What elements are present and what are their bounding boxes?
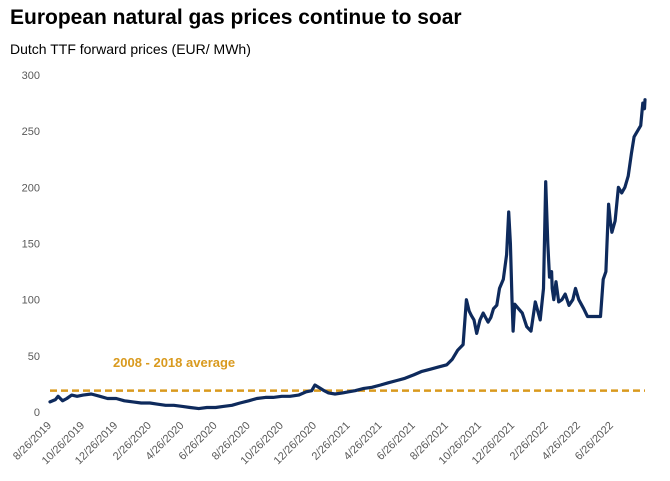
chart-title: European natural gas prices continue to … — [10, 6, 462, 29]
y-tick-label: 150 — [22, 239, 40, 251]
y-tick-label: 50 — [28, 351, 40, 363]
x-axis: 8/26/201910/26/201912/26/20192/26/20204/… — [11, 420, 616, 467]
average-annotation: 2008 - 2018 average — [113, 355, 235, 370]
y-tick-label: 250 — [22, 126, 40, 138]
y-tick-label: 300 — [22, 70, 40, 82]
plot-area: 2008 - 2018 average — [48, 98, 647, 411]
ttf-price-series-line — [48, 98, 647, 411]
y-tick-label: 100 — [22, 295, 40, 307]
y-axis: 0 50 100 150 200 250 300 — [22, 70, 40, 419]
y-tick-label: 200 — [22, 182, 40, 194]
y-tick-label: 0 — [34, 407, 40, 419]
chart-subtitle: Dutch TTF forward prices (EUR/ MWh) — [10, 41, 251, 57]
